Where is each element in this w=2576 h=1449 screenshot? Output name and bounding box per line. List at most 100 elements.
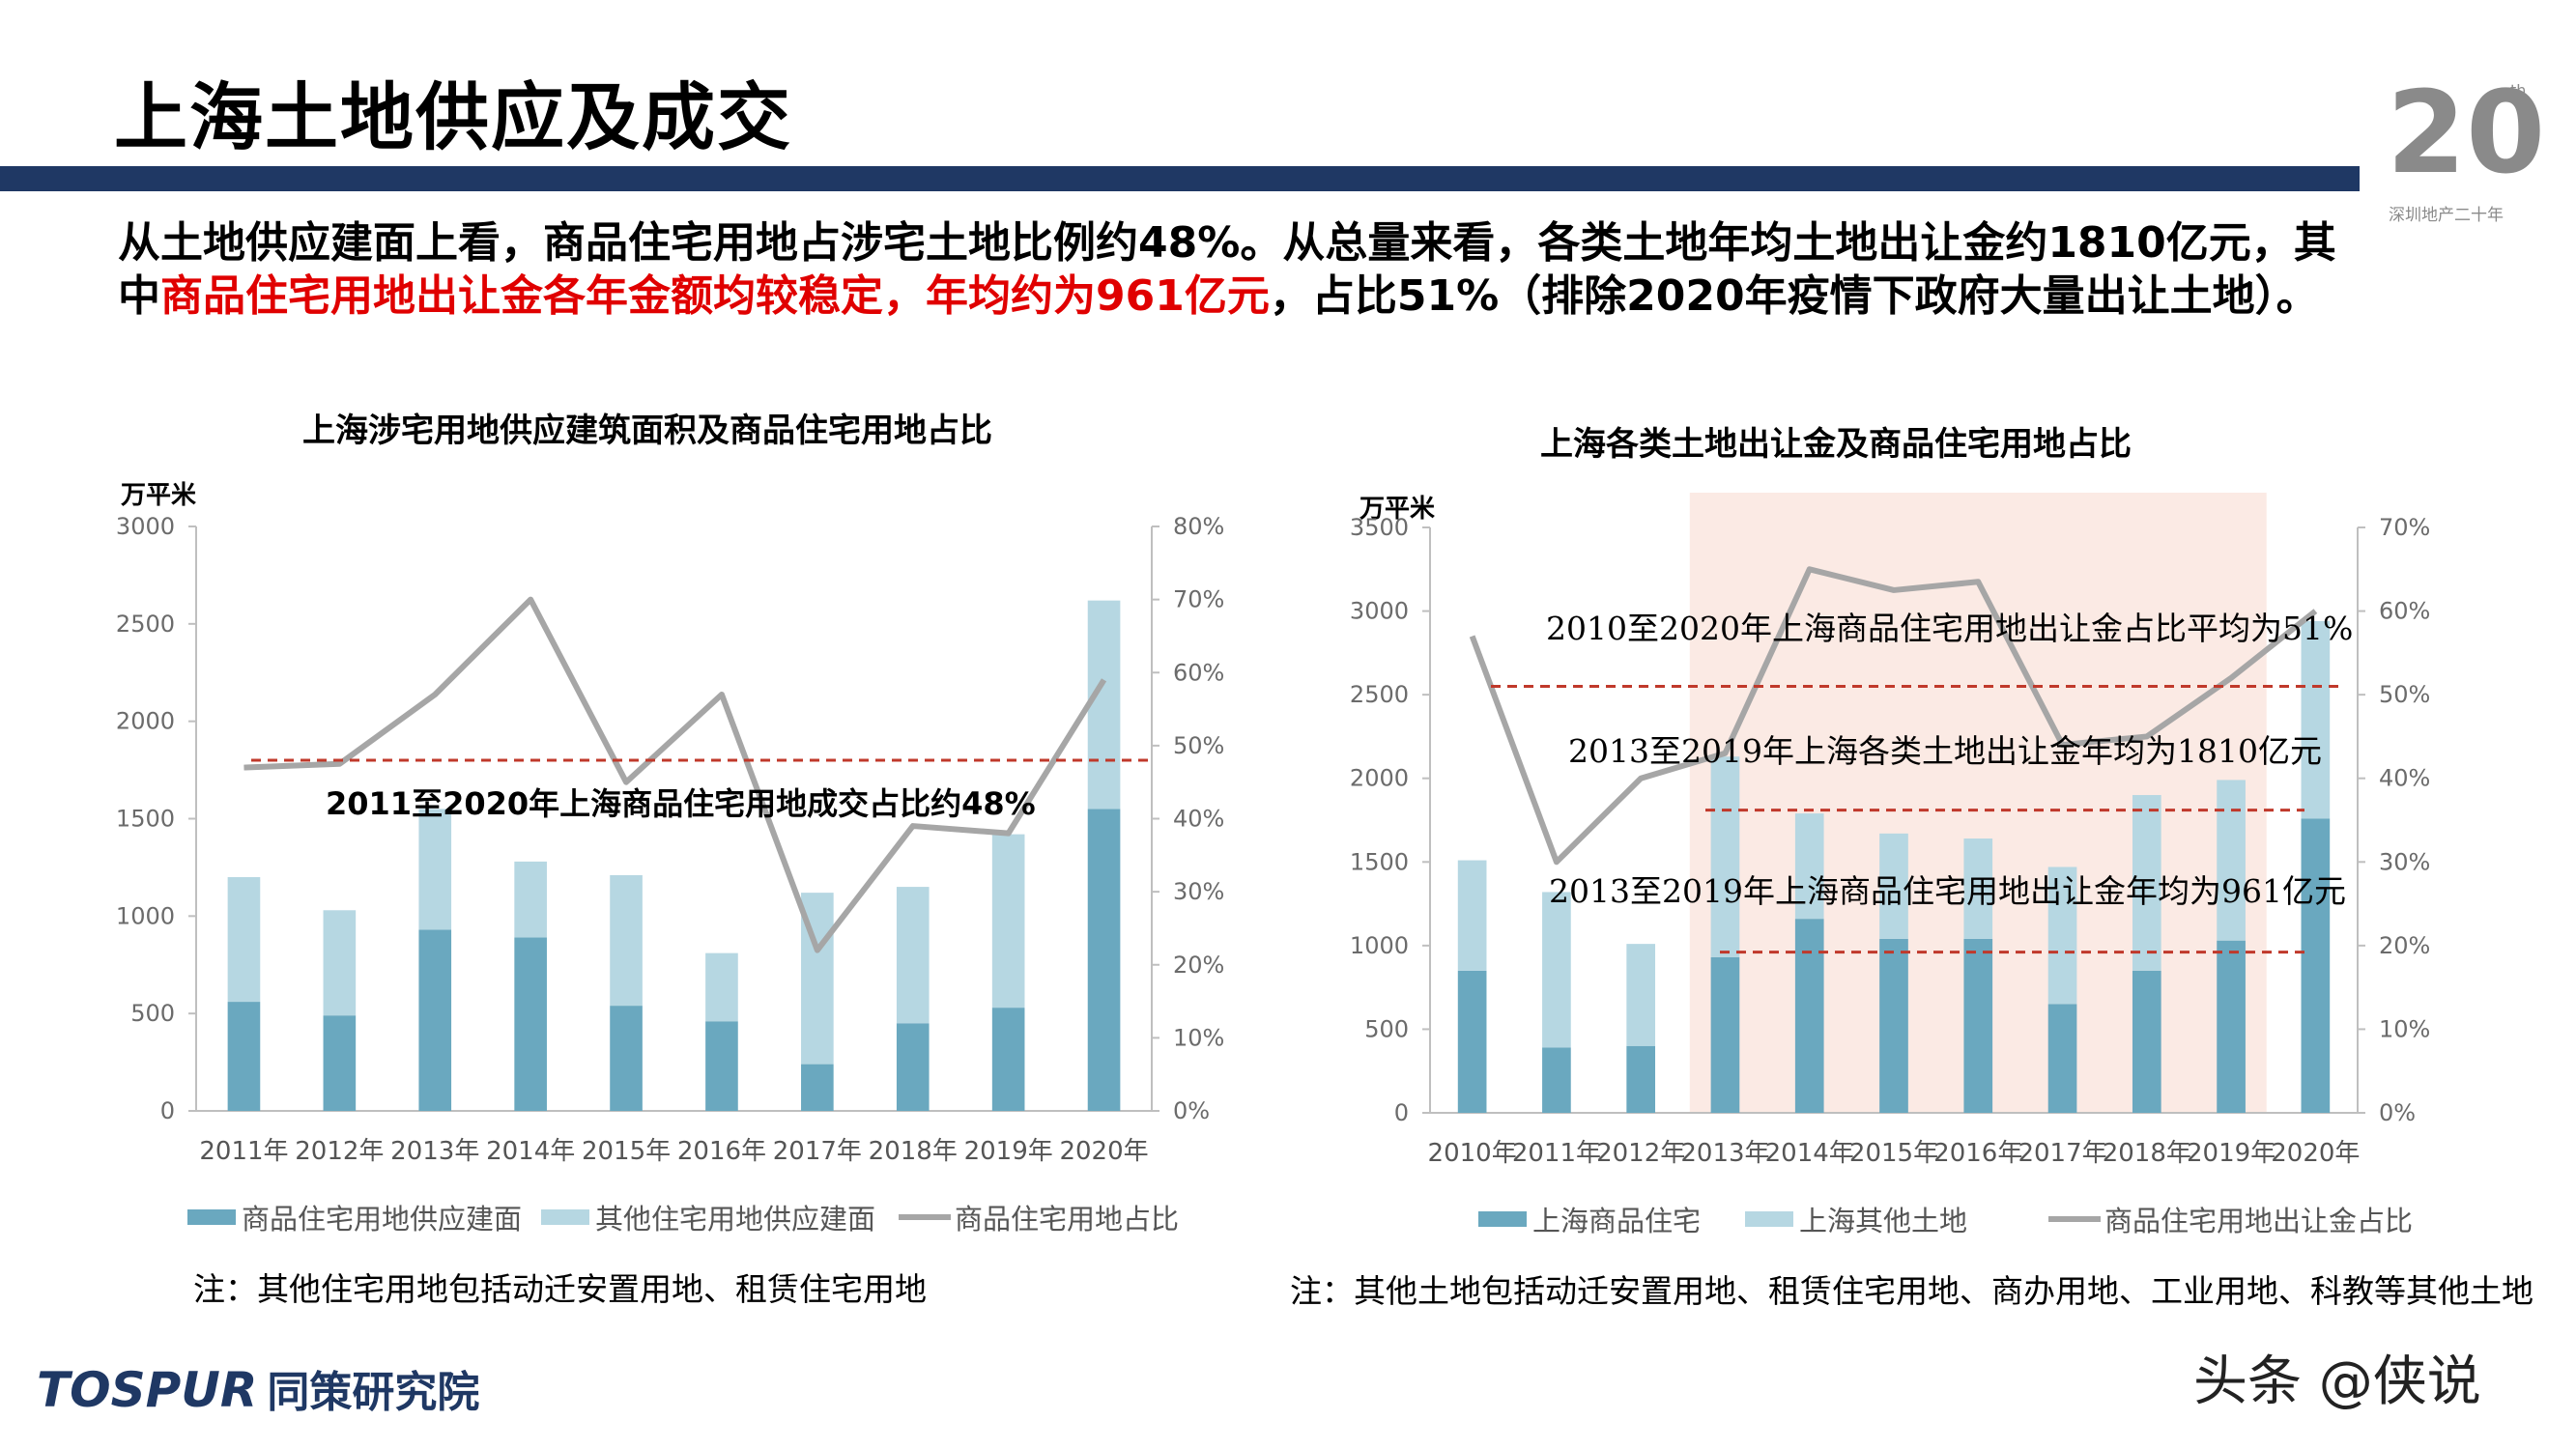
bar-上海其他土地 xyxy=(2217,780,2246,941)
right-tick-label: 50% xyxy=(1173,732,1224,759)
right-chart-unit: 万平米 xyxy=(1360,495,1436,524)
legend-swatch-1 xyxy=(187,1209,236,1225)
right-tick-label: 70% xyxy=(2379,514,2430,541)
x-tick-label: 2010年 xyxy=(1428,1139,1517,1168)
bar-上海商品住宅 xyxy=(1710,956,1740,1113)
bar-上海其他土地 xyxy=(2047,867,2077,1005)
right-tick-label: 20% xyxy=(1173,952,1224,979)
left-tick-label: 3000 xyxy=(116,513,175,540)
bar-其他住宅用地供应建面 xyxy=(705,952,738,1022)
bar-上海其他土地 xyxy=(1542,892,1571,1048)
left-chart-title: 上海涉宅用地供应建筑面积及商品住宅用地占比 xyxy=(302,412,992,450)
left-tick-label: 500 xyxy=(1364,1015,1409,1042)
x-tick-label: 2011年 xyxy=(199,1137,288,1166)
right-tick-label: 10% xyxy=(1173,1024,1224,1051)
x-tick-label: 2017年 xyxy=(773,1137,862,1166)
legend-label-3: 商品住宅用地占比 xyxy=(955,1203,1179,1236)
right-tick-label: 80% xyxy=(1173,513,1224,540)
summary-line-1: 从土地供应建面上看，商品住宅用地占涉宅土地比例约48%。从总量来看，各类土地年均… xyxy=(118,218,2336,268)
bar-上海其他土地 xyxy=(2301,620,2331,819)
legend-label-2: 上海其他土地 xyxy=(1799,1205,1967,1237)
left-tick-label: 3500 xyxy=(1350,514,1409,541)
brand-logo: TOSPUR 同策研究院 xyxy=(37,1357,479,1419)
bar-上海商品住宅 xyxy=(2047,1004,2077,1113)
bar-其他住宅用地供应建面 xyxy=(610,874,643,1007)
legend-label-1: 商品住宅用地供应建面 xyxy=(242,1203,522,1236)
bar-其他住宅用地供应建面 xyxy=(514,861,547,938)
bar-上海其他土地 xyxy=(1963,838,1993,939)
annotation-text-2: 2013至2019年上海各类土地出让金年均为1810亿元 xyxy=(1568,732,2322,770)
bar-上海商品住宅 xyxy=(2132,970,2161,1113)
right-tick-label: 40% xyxy=(1173,806,1224,833)
watermark-text: 头条 @侠说 xyxy=(2193,1350,2481,1413)
right-chart-note: 注：其他土地包括动迁安置用地、租赁住宅用地、商办用地、工业用地、科教等其他土地 xyxy=(1290,1272,2533,1310)
left-tick-label: 0 xyxy=(160,1097,175,1124)
bar-商品住宅用地供应建面 xyxy=(705,1021,738,1111)
bar-其他住宅用地供应建面 xyxy=(418,809,452,930)
x-tick-label: 2016年 xyxy=(1933,1139,2022,1168)
bar-其他住宅用地供应建面 xyxy=(323,910,357,1016)
bar-其他住宅用地供应建面 xyxy=(1087,600,1121,810)
bar-上海其他土地 xyxy=(1710,756,1740,957)
logo-sup: th xyxy=(2510,81,2527,99)
annotation-text-1: 2010至2020年上海商品住宅用地出让金占比平均为51% xyxy=(1546,610,2353,647)
right-tick-label: 10% xyxy=(2379,1015,2430,1042)
legend-label-2: 其他住宅用地供应建面 xyxy=(595,1203,875,1236)
right-tick-label: 30% xyxy=(2379,848,2430,875)
right-tick-label: 40% xyxy=(2379,765,2430,792)
page-title: 上海土地供应及成交 xyxy=(114,74,792,160)
legend-label-1: 上海商品住宅 xyxy=(1532,1205,1701,1237)
logo-subtitle: 深圳地产二十年 xyxy=(2389,206,2504,225)
bar-商品住宅用地供应建面 xyxy=(896,1023,930,1111)
bar-上海商品住宅 xyxy=(2301,818,2331,1113)
x-tick-label: 2020年 xyxy=(2271,1139,2360,1168)
bar-上海其他土地 xyxy=(1794,813,1824,920)
bar-上海商品住宅 xyxy=(1457,970,1487,1113)
left-tick-label: 3000 xyxy=(1350,598,1409,625)
legend-swatch-2 xyxy=(1745,1211,1793,1227)
x-tick-label: 2013年 xyxy=(1680,1139,1769,1168)
summary-line-2-prefix: 中 xyxy=(118,271,160,321)
right-tick-label: 0% xyxy=(2379,1099,2416,1126)
x-tick-label: 2018年 xyxy=(2103,1139,2191,1168)
x-tick-label: 2019年 xyxy=(964,1137,1053,1166)
legend-swatch-2 xyxy=(541,1209,589,1225)
x-tick-label: 2012年 xyxy=(1596,1139,1685,1168)
bar-上海商品住宅 xyxy=(1879,938,1908,1113)
bar-上海其他土地 xyxy=(2132,795,2161,971)
x-tick-label: 2012年 xyxy=(295,1137,384,1166)
left-tick-label: 2000 xyxy=(1350,765,1409,792)
annotation-text: 2011至2020年上海商品住宅用地成交占比约48% xyxy=(326,785,1036,822)
bar-商品住宅用地供应建面 xyxy=(323,1015,357,1111)
right-tick-label: 0% xyxy=(1173,1097,1210,1124)
x-tick-label: 2016年 xyxy=(677,1137,766,1166)
left-tick-label: 1500 xyxy=(116,806,175,833)
right-tick-label: 50% xyxy=(2379,681,2430,708)
legend-swatch-1 xyxy=(1478,1211,1527,1227)
right-chart-title: 上海各类土地出让金及商品住宅用地占比 xyxy=(1540,425,2132,464)
left-tick-label: 2500 xyxy=(1350,681,1409,708)
bar-商品住宅用地供应建面 xyxy=(610,1006,643,1111)
bar-其他住宅用地供应建面 xyxy=(991,834,1025,1009)
bar-其他住宅用地供应建面 xyxy=(896,887,930,1024)
bar-上海商品住宅 xyxy=(1542,1047,1571,1113)
left-chart-note: 注：其他住宅用地包括动迁安置用地、租赁住宅用地 xyxy=(193,1270,927,1308)
line-商品住宅用地出让金占比 xyxy=(1469,566,2318,866)
x-tick-label: 2020年 xyxy=(1059,1137,1148,1166)
x-tick-label: 2013年 xyxy=(390,1137,479,1166)
bar-上海商品住宅 xyxy=(1963,938,1993,1113)
bar-商品住宅用地供应建面 xyxy=(418,929,452,1111)
header-bar xyxy=(0,166,2360,191)
left-chart-unit: 万平米 xyxy=(121,481,197,510)
bar-其他住宅用地供应建面 xyxy=(227,877,261,1003)
bar-上海其他土地 xyxy=(1626,944,1656,1046)
right-tick-label: 30% xyxy=(1173,878,1224,905)
x-tick-label: 2015年 xyxy=(1849,1139,1938,1168)
left-tick-label: 1000 xyxy=(1350,932,1409,959)
summary-line-2-highlight: 商品住宅用地出让金各年金额均较稳定，年均约为961亿元 xyxy=(160,271,1270,321)
left-tick-label: 1500 xyxy=(1350,848,1409,875)
anniversary-logo: 20 th 深圳地产二十年 xyxy=(2387,75,2545,225)
bar-上海其他土地 xyxy=(1457,860,1487,971)
x-tick-label: 2015年 xyxy=(582,1137,671,1166)
